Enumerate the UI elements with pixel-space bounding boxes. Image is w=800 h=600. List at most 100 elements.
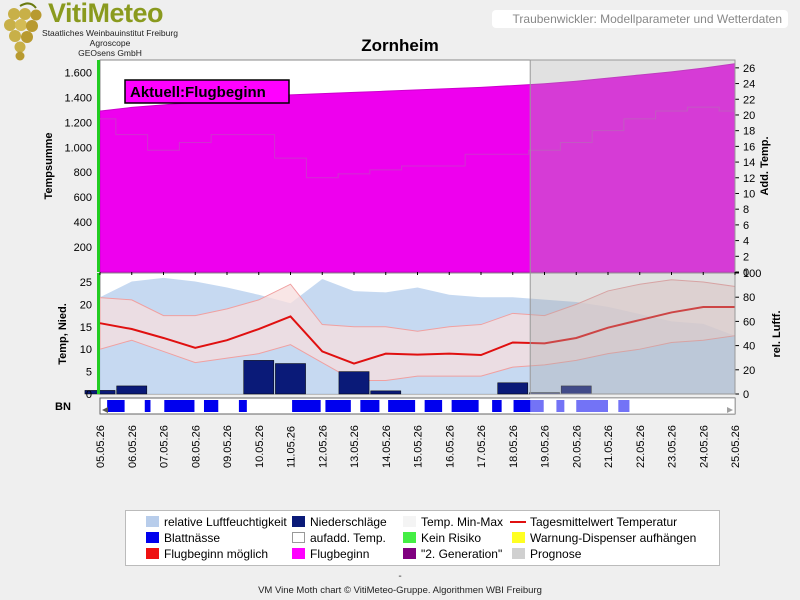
bottom-left-tick-label: 25 — [80, 277, 92, 289]
legend-label: Flugbeginn — [310, 547, 370, 561]
x-tick-label: 14.05.26 — [381, 425, 393, 468]
legend-label: Kein Risiko — [421, 531, 482, 545]
top-right-tick-label: 2 — [743, 251, 749, 263]
x-tick-label: 23.05.26 — [667, 425, 679, 468]
x-tick-label: 16.05.26 — [444, 425, 456, 468]
blattnaesse-mark — [107, 400, 125, 412]
precipitation-bar — [243, 360, 275, 395]
x-tick-label: 19.05.26 — [540, 425, 552, 468]
x-tick-label: 13.05.26 — [349, 425, 361, 468]
blattnaesse-mark — [144, 400, 151, 412]
bottom-ylabel-right: rel. Luftf. — [771, 310, 783, 357]
x-tick-label: 09.05.26 — [222, 425, 234, 468]
top-left-tick-label: 200 — [74, 242, 92, 254]
x-tick-label: 18.05.26 — [508, 425, 520, 468]
legend-label: Blattnässe — [164, 531, 221, 545]
x-tick-label: 22.05.26 — [635, 425, 647, 468]
page-header: Traubenwickler: Modellparameter und Wett… — [492, 10, 788, 28]
logo-title: VitiMeteo — [48, 0, 164, 28]
precipitation-bar — [338, 371, 370, 395]
precipitation-bar — [497, 382, 529, 395]
legend-label: relative Luftfeuchtigkeit — [164, 515, 287, 529]
blattnaesse-mark — [618, 400, 630, 412]
top-ylabel-right: Add. Temp. — [759, 136, 771, 195]
forecast-overlay — [529, 59, 736, 395]
chart-legend: relative Luftfeuchtigkeit Niederschläge Te… — [125, 510, 720, 566]
legend-swatch — [403, 516, 416, 527]
status-label-box — [124, 79, 290, 104]
top-right-tick-label: 18 — [743, 126, 755, 138]
chart-title: Zornheim — [361, 36, 439, 55]
top-ylabel-left: Tempsumme — [43, 132, 55, 199]
top-right-tick-label: 20 — [743, 110, 755, 122]
top-right-tick-label: 14 — [743, 157, 755, 169]
legend-label: aufadd. Temp. — [310, 531, 386, 545]
blattnaesse-mark — [492, 400, 502, 412]
legend-label: Warnung-Dispenser aufhängen — [530, 531, 697, 545]
bottom-left-tick-label: 20 — [80, 299, 92, 311]
bottom-right-tick-label: 40 — [743, 341, 755, 353]
legend-label: Flugbeginn möglich — [164, 547, 269, 561]
bottom-axis-strip — [97, 273, 100, 394]
blattnaesse-mark — [325, 400, 351, 412]
top-right-tick-label: 16 — [743, 141, 755, 153]
legend-label: Niederschläge — [310, 515, 387, 529]
x-tick-label: 12.05.26 — [317, 425, 329, 468]
add-temp-line — [100, 106, 735, 179]
legend-swatch — [146, 516, 159, 527]
top-left-tick-label: 1.200 — [64, 117, 92, 129]
x-tick-label: 06.05.26 — [127, 425, 139, 468]
forecast-overlay-bn — [530, 398, 735, 414]
x-tick-label: 11.05.26 — [286, 426, 298, 468]
top-left-tick-label: 1.400 — [64, 92, 92, 104]
bottom-right-tick-label: 100 — [743, 268, 761, 280]
x-tick-label: 21.05.26 — [603, 425, 615, 468]
top-right-tick-label: 8 — [743, 204, 749, 216]
top-right-tick-label: 12 — [743, 173, 755, 185]
top-right-tick-label: 0 — [743, 267, 749, 279]
top-left-tick-label: 1.600 — [64, 67, 92, 79]
blattnaesse-mark — [424, 400, 443, 412]
bottom-right-tick-label: 60 — [743, 316, 755, 328]
bottom-left-tick-label: 10 — [80, 344, 92, 356]
legend-swatch — [292, 516, 305, 527]
blattnaesse-mark — [513, 400, 544, 412]
blattnaesse-mark — [238, 400, 247, 412]
precipitation-bar — [370, 390, 402, 395]
legend-label: Tagesmittelwert Temperatur — [530, 515, 678, 529]
blattnaesse-mark — [451, 400, 479, 412]
grape-icon — [4, 2, 42, 61]
top-left-tick-label: 800 — [74, 167, 92, 179]
top-left-tick-label: 600 — [74, 192, 92, 204]
legend-label: "2. Generation" — [421, 547, 503, 561]
legend-swatch — [512, 532, 525, 543]
bottom-ylabel-left: Temp, Nied. — [57, 303, 69, 365]
blattnaesse-mark — [164, 400, 195, 412]
legend-swatch — [292, 532, 305, 543]
top-right-tick-label: 24 — [743, 79, 755, 91]
logo-line-geosens: GEOsens GmbH — [78, 48, 142, 58]
precipitation-bar — [275, 363, 306, 395]
top-left-tick-label: 1.000 — [64, 142, 92, 154]
top-right-tick-label: 22 — [743, 94, 755, 106]
x-tick-label: 25.05.26 — [730, 425, 742, 468]
blattnaesse-mark — [360, 400, 380, 412]
legend-label: Prognose — [530, 547, 582, 561]
blattnaesse-mark — [576, 400, 608, 412]
x-tick-label: 15.05.26 — [413, 425, 425, 468]
bottom-right-tick-label: 20 — [743, 365, 755, 377]
x-tick-label: 20.05.26 — [571, 425, 583, 468]
blattnaesse-mark — [556, 400, 565, 412]
legend-swatch — [146, 548, 159, 559]
logo-line-agroscope: Agroscope — [89, 38, 131, 48]
x-tick-label: 10.05.26 — [254, 425, 266, 468]
temp-mean-line — [99, 306, 735, 365]
legend-swatch — [403, 548, 416, 559]
legend-swatch — [292, 548, 305, 559]
bottom-right-tick-label: 0 — [743, 389, 749, 401]
bottom-left-tick-label: 0 — [86, 389, 92, 401]
x-tick-label: 05.05.26 — [95, 425, 107, 468]
footer-dash: - — [398, 571, 402, 582]
top-right-tick-label: 26 — [743, 63, 755, 75]
top-right-tick-label: 4 — [743, 236, 749, 248]
